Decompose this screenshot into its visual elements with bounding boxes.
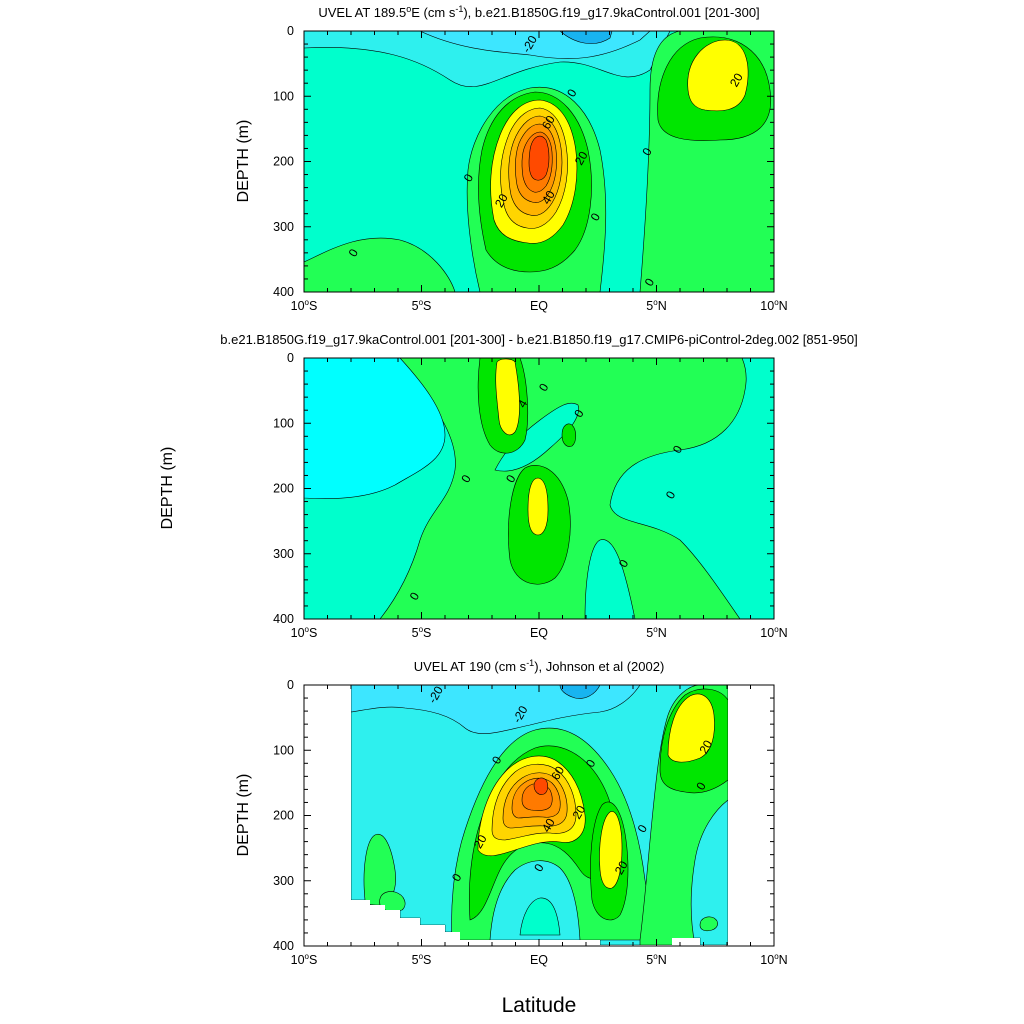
x-tick-label: EQ xyxy=(530,299,548,313)
fill-lev-0-s xyxy=(304,237,456,292)
fill-diff-neg-ne xyxy=(609,358,774,619)
contour-label: 20 xyxy=(570,803,589,822)
x-tick-label: 5oS xyxy=(412,625,432,640)
contour-label: 20 xyxy=(696,737,715,756)
x-tick-label: 5oS xyxy=(412,298,432,313)
fill-diff-pos-blob xyxy=(561,423,577,447)
contour-label: 20 xyxy=(471,832,490,851)
panel-2: b.e21.B1850G.f19_g17.9kaControl.001 [201… xyxy=(159,332,858,640)
obs-mask xyxy=(304,685,774,946)
y-tick-label: 300 xyxy=(273,874,294,888)
fill-obs-m30 xyxy=(559,685,601,699)
y-tick-label: 200 xyxy=(273,482,294,496)
y-tick-label: 300 xyxy=(273,547,294,561)
fill-obs-m20 xyxy=(350,685,641,734)
panel-3-axes: 10oS 5oS EQ 5oN 10oN 0 100 200 300 400 xyxy=(273,678,788,967)
x-tick-label: 5oN xyxy=(646,952,666,967)
fill-lev-m30 xyxy=(559,31,613,44)
x-tick-label: 10oN xyxy=(760,952,787,967)
y-tick-label: 100 xyxy=(273,89,294,103)
y-tick-label: 300 xyxy=(273,220,294,234)
y-tick-label: 400 xyxy=(273,612,294,626)
figure-xlabel: Latitude xyxy=(502,994,577,1017)
panel-2-ylabel: DEPTH (m) xyxy=(159,447,176,530)
x-tick-label: EQ xyxy=(530,953,548,967)
fill-lev-70-euc xyxy=(528,135,550,181)
y-tick-label: 400 xyxy=(273,285,294,299)
y-tick-label: 100 xyxy=(273,743,294,757)
contour-label: 20 xyxy=(727,70,746,89)
fill-diff-neg2-w xyxy=(304,358,446,499)
x-tick-label: 10oS xyxy=(291,298,318,313)
y-tick-label: 0 xyxy=(287,351,294,365)
contour-label: 20 xyxy=(572,149,591,168)
contour-label: 40 xyxy=(539,188,558,207)
fill-obs-pos-blob-n xyxy=(699,916,718,932)
fill-diff-neg-se xyxy=(584,539,636,619)
panel-1-field xyxy=(304,31,774,292)
panel-3-ylabel: DEPTH (m) xyxy=(235,774,252,857)
fill-obs-20-3n xyxy=(599,811,623,889)
fill-diff-pos4-top2 xyxy=(495,358,520,436)
fill-obs-inner-cold2 xyxy=(519,897,561,936)
contour-label: 60 xyxy=(548,764,567,783)
x-tick-label: EQ xyxy=(530,626,548,640)
contour-label: 20 xyxy=(492,191,511,210)
contour-label: 20 xyxy=(612,858,631,877)
fill-obs-70-euc xyxy=(533,777,549,795)
contour-label: 40 xyxy=(539,816,558,835)
fill-lev-20-n xyxy=(687,39,749,112)
y-tick-label: 200 xyxy=(273,809,294,823)
y-tick-label: 0 xyxy=(287,24,294,38)
fill-obs-20-n xyxy=(667,693,715,763)
panel-2-field xyxy=(304,358,774,619)
panel-1-ylabel: DEPTH (m) xyxy=(235,120,252,203)
panel-2-title: b.e21.B1850G.f19_g17.9kaControl.001 [201… xyxy=(220,332,857,347)
x-tick-label: 10oS xyxy=(291,625,318,640)
x-tick-label: 5oN xyxy=(646,298,666,313)
panel-3: UVEL AT 190 (cm s-1), Johnson et al (200… xyxy=(235,658,788,967)
x-tick-label: 10oN xyxy=(760,625,787,640)
y-tick-label: 0 xyxy=(287,678,294,692)
panel-1-title: UVEL AT 189.5oE (cm s-1), b.e21.B1850G.f… xyxy=(318,4,759,20)
x-tick-label: 5oS xyxy=(412,952,432,967)
y-tick-label: 100 xyxy=(273,416,294,430)
panel-3-field xyxy=(304,685,774,946)
y-tick-label: 200 xyxy=(273,155,294,169)
fill-diff-pos4-eq xyxy=(527,477,549,536)
panel-2-axes: 10oS 5oS EQ 5oN 10oN 0 100 200 300 400 xyxy=(273,351,788,640)
panel-1: UVEL AT 189.5oE (cm s-1), b.e21.B1850G.f… xyxy=(235,4,788,313)
x-tick-label: 5oN xyxy=(646,625,666,640)
contour-label: 60 xyxy=(539,113,558,132)
x-tick-label: 10oN xyxy=(760,298,787,313)
y-tick-label: 400 xyxy=(273,939,294,953)
panel-1-axes: 10oS 5oS EQ 5oN 10oN 0 100 200 300 400 xyxy=(273,24,788,313)
x-tick-label: 10oS xyxy=(291,952,318,967)
fill-obs-pos-s1 xyxy=(363,833,396,906)
panel-3-title: UVEL AT 190 (cm s-1), Johnson et al (200… xyxy=(414,658,665,674)
